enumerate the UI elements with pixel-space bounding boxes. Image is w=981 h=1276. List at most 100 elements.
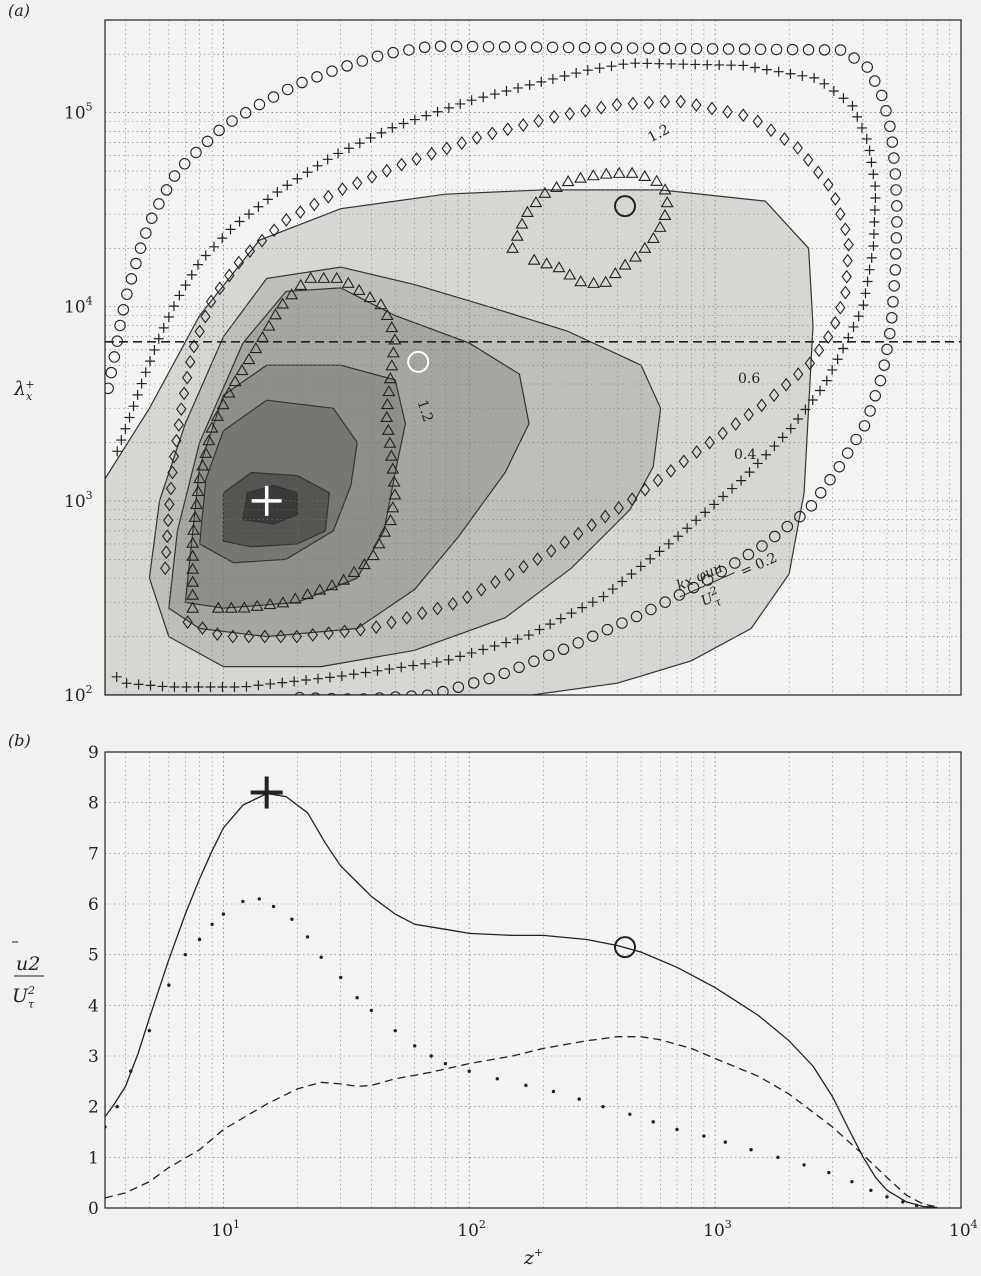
diamond-marker bbox=[823, 177, 834, 192]
diamond-marker bbox=[768, 388, 780, 403]
plus-marker bbox=[396, 662, 407, 673]
diamond-marker bbox=[840, 285, 851, 300]
circle-marker bbox=[630, 610, 643, 623]
diamond-marker bbox=[456, 136, 467, 151]
plus-marker bbox=[838, 343, 849, 354]
diamond-marker bbox=[803, 152, 814, 167]
dot-point bbox=[702, 1134, 706, 1138]
plus-marker bbox=[348, 669, 359, 680]
plus-marker bbox=[870, 181, 881, 192]
plus-marker bbox=[555, 613, 566, 624]
triangle-marker bbox=[228, 374, 242, 387]
filled-contour-2.0 bbox=[242, 484, 298, 525]
dot-point bbox=[802, 1163, 806, 1167]
diamond-marker bbox=[665, 463, 677, 478]
plus-marker bbox=[847, 100, 858, 111]
circle-marker bbox=[858, 420, 871, 432]
dot-point bbox=[850, 1179, 854, 1184]
circle-marker bbox=[421, 689, 434, 695]
plus-marker bbox=[365, 133, 376, 143]
diamond-marker bbox=[200, 309, 211, 324]
plus-marker bbox=[853, 311, 864, 322]
circle-marker bbox=[498, 667, 511, 680]
dot-point bbox=[129, 1069, 133, 1073]
diamond-marker bbox=[233, 255, 245, 270]
circle-marker bbox=[310, 692, 321, 695]
triangle-marker bbox=[357, 557, 371, 570]
circle-marker bbox=[887, 296, 899, 308]
plus-marker bbox=[726, 60, 737, 71]
marker-contour-0.2-circle bbox=[105, 40, 903, 695]
plus-marker bbox=[116, 435, 127, 446]
circle-marker bbox=[738, 43, 751, 55]
triangle-marker bbox=[383, 372, 397, 384]
circle-marker bbox=[594, 42, 607, 54]
triangle-marker bbox=[186, 601, 200, 613]
triangle-marker bbox=[372, 537, 386, 549]
profile-lines bbox=[105, 792, 938, 1208]
plus-marker bbox=[289, 676, 300, 687]
triangle-marker bbox=[301, 587, 314, 600]
plus-marker bbox=[536, 76, 547, 87]
dotted-profile bbox=[105, 897, 932, 1208]
circle-marker bbox=[111, 335, 123, 347]
plus-marker bbox=[566, 608, 577, 619]
plus-marker bbox=[866, 252, 877, 263]
plus-marker bbox=[777, 432, 788, 443]
triangle-marker bbox=[599, 275, 613, 287]
diamond-marker bbox=[181, 370, 193, 385]
plus-marker bbox=[301, 674, 312, 685]
triangle-marker bbox=[658, 208, 672, 221]
triangle-marker bbox=[586, 169, 600, 181]
plus-marker bbox=[217, 233, 228, 244]
plus-marker bbox=[384, 664, 395, 675]
circle-marker bbox=[890, 184, 902, 196]
feature-markers-b bbox=[250, 776, 637, 959]
circle-marker bbox=[190, 146, 202, 159]
circle-marker bbox=[890, 232, 903, 244]
plus-marker bbox=[832, 354, 843, 365]
plus-marker bbox=[868, 240, 879, 251]
plus-marker bbox=[501, 637, 512, 648]
triangle-marker bbox=[205, 421, 219, 433]
dot-point bbox=[210, 922, 214, 926]
circle-marker bbox=[578, 41, 591, 54]
dot-point bbox=[723, 1140, 728, 1144]
plus-marker bbox=[618, 59, 629, 70]
panel-a-label: (a) bbox=[8, 1, 30, 20]
plus-marker bbox=[168, 301, 179, 312]
diamond-marker bbox=[441, 141, 452, 156]
circle-marker bbox=[117, 304, 130, 316]
circle-marker bbox=[874, 374, 887, 387]
plus-marker bbox=[858, 300, 869, 311]
triangle-marker bbox=[341, 276, 355, 288]
plus-marker bbox=[217, 681, 228, 692]
triangle-marker bbox=[216, 398, 230, 410]
x-tick-label-b: 101 bbox=[211, 1218, 240, 1241]
filled-contours bbox=[105, 189, 814, 695]
circle-marker bbox=[105, 382, 114, 395]
dot-point bbox=[197, 937, 202, 942]
plus-marker bbox=[282, 180, 293, 191]
plus-marker bbox=[292, 173, 303, 184]
plus-marker bbox=[157, 681, 168, 692]
diamond-marker bbox=[533, 114, 544, 128]
triangle-marker bbox=[653, 220, 667, 232]
triangle-marker bbox=[250, 599, 264, 611]
diamond-marker bbox=[840, 222, 851, 237]
plus-marker bbox=[408, 660, 419, 671]
panel-b-label: (b) bbox=[8, 731, 31, 750]
line-panel: (b) 0 1 2 3 4 5 6 7 8 9 101 102 103 104 u2 U2 τ z+ bbox=[8, 731, 978, 1269]
circle-marker bbox=[528, 655, 540, 668]
y-tick-label-b: 3 bbox=[88, 1047, 99, 1067]
plus-marker bbox=[630, 58, 641, 69]
circle-marker bbox=[729, 557, 741, 569]
y-tick-label-b: 7 bbox=[88, 844, 99, 864]
triangle-marker bbox=[366, 548, 380, 561]
triangle-marker bbox=[540, 257, 554, 269]
circle-marker bbox=[153, 198, 165, 210]
plus-marker bbox=[738, 60, 749, 71]
circle-marker bbox=[754, 43, 767, 56]
triangle-marker bbox=[628, 250, 642, 262]
